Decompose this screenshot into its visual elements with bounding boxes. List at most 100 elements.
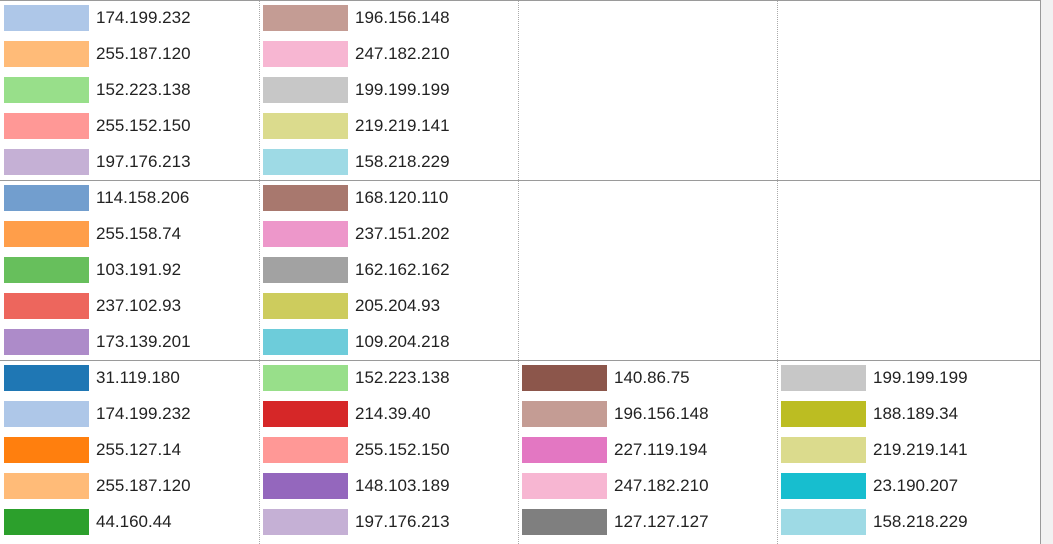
color-rgb-label: 199.199.199 [355,80,450,99]
color-rgb-label: 197.176.213 [355,512,450,531]
color-rgb-label: 255.187.120 [96,44,191,63]
column-divider [777,0,778,544]
color-swatch [4,5,89,31]
color-entry[interactable]: 158.218.229 [777,504,1036,540]
color-swatch [4,149,89,175]
color-entry[interactable]: 109.204.218 [259,324,518,360]
color-rgb-label: 188.189.34 [873,404,959,423]
color-entry[interactable]: 174.199.232 [0,0,259,36]
color-entry[interactable]: 219.219.141 [259,108,518,144]
color-swatch [4,473,89,499]
color-rgb-label: 140.86.75 [614,368,690,387]
color-swatch [522,437,607,463]
color-swatch [263,113,348,139]
color-swatch [4,437,89,463]
color-entry[interactable]: 140.86.75 [518,360,777,396]
color-entry[interactable]: 152.223.138 [0,72,259,108]
color-swatch [263,365,348,391]
color-entry[interactable]: 227.119.194 [518,432,777,468]
color-entry[interactable]: 247.182.210 [518,468,777,504]
color-entry[interactable]: 237.102.93 [0,288,259,324]
color-rgb-label: 31.119.180 [96,368,180,387]
color-entry[interactable]: 247.182.210 [259,36,518,72]
color-entry[interactable]: 197.176.213 [0,144,259,180]
color-entry[interactable]: 199.199.199 [777,360,1036,396]
color-entry[interactable]: 219.219.141 [777,432,1036,468]
color-entry[interactable]: 214.39.40 [259,396,518,432]
color-swatch [522,473,607,499]
color-entry[interactable]: 162.162.162 [259,252,518,288]
color-entry[interactable]: 255.127.14 [0,432,259,468]
color-entry[interactable]: 255.152.150 [0,108,259,144]
color-rgb-label: 247.182.210 [355,44,450,63]
color-entry[interactable]: 197.176.213 [259,504,518,540]
color-swatch [4,77,89,103]
color-swatch [263,329,348,355]
color-swatch [4,41,89,67]
color-rgb-label: 205.204.93 [355,296,441,315]
group-divider [0,360,1041,361]
color-swatch [781,509,866,535]
color-entry[interactable]: 205.204.93 [259,288,518,324]
color-rgb-label: 114.158.206 [96,188,190,207]
color-rgb-label: 237.151.202 [355,224,450,243]
color-swatch [263,185,348,211]
color-rgb-label: 148.103.189 [355,476,450,495]
color-swatch [4,185,89,211]
color-entry[interactable]: 148.103.189 [259,468,518,504]
color-rgb-label: 44.160.44 [96,512,172,531]
color-rgb-label: 174.199.232 [96,404,191,423]
color-rgb-label: 152.223.138 [355,368,450,387]
color-entry[interactable]: 196.156.148 [259,0,518,36]
color-entry[interactable]: 168.120.110 [259,180,518,216]
color-entry[interactable]: 255.187.120 [0,36,259,72]
color-entry[interactable]: 255.187.120 [0,468,259,504]
color-entry[interactable]: 196.156.148 [518,396,777,432]
color-entry[interactable]: 255.158.74 [0,216,259,252]
color-rgb-label: 255.152.150 [355,440,450,459]
color-rgb-label: 158.218.229 [355,152,450,171]
color-entry[interactable]: 114.158.206 [0,180,259,216]
color-entry[interactable]: 173.139.201 [0,324,259,360]
color-entry[interactable]: 188.189.34 [777,396,1036,432]
color-swatch [263,5,348,31]
column-divider [259,0,260,544]
color-entry[interactable]: 199.199.199 [259,72,518,108]
color-swatch [4,113,89,139]
color-entry[interactable]: 127.127.127 [518,504,777,540]
color-swatch [4,257,89,283]
scrollbar-track[interactable] [1041,0,1053,544]
color-entry[interactable]: 174.199.232 [0,396,259,432]
color-rgb-label: 219.219.141 [355,116,450,135]
color-entry[interactable]: 23.190.207 [777,468,1036,504]
color-entry[interactable]: 255.152.150 [259,432,518,468]
color-rgb-label: 227.119.194 [614,440,708,459]
group-divider [0,0,1041,1]
color-entry[interactable]: 237.151.202 [259,216,518,252]
color-entry[interactable]: 31.119.180 [0,360,259,396]
color-swatch [4,401,89,427]
color-swatch [263,509,348,535]
color-rgb-label: 197.176.213 [96,152,191,171]
color-swatch [4,509,89,535]
color-entry[interactable]: 158.218.229 [259,144,518,180]
color-rgb-label: 255.158.74 [96,224,182,243]
color-rgb-label: 196.156.148 [614,404,709,423]
grid-right-border [1040,0,1041,544]
color-rgb-label: 173.139.201 [96,332,191,351]
color-swatch [4,293,89,319]
color-entry[interactable]: 152.223.138 [259,360,518,396]
color-entry[interactable]: 44.160.44 [0,504,259,540]
color-swatch [522,509,607,535]
color-rgb-label: 162.162.162 [355,260,450,279]
color-rgb-label: 219.219.141 [873,440,968,459]
color-swatch [522,401,607,427]
color-rgb-label: 255.152.150 [96,116,191,135]
color-rgb-label: 109.204.218 [355,332,450,351]
color-rgb-label: 214.39.40 [355,404,431,423]
color-rgb-label: 152.223.138 [96,80,191,99]
column-divider [518,0,519,544]
color-entry[interactable]: 103.191.92 [0,252,259,288]
color-rgb-label: 199.199.199 [873,368,968,387]
